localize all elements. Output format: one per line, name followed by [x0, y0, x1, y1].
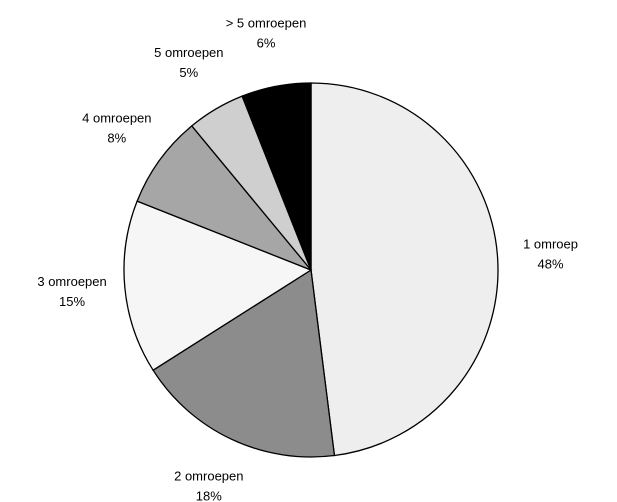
- slice-label: > 5 omroepen: [226, 16, 307, 31]
- slice-value-label: 5%: [179, 65, 198, 80]
- slice-label: 3 omroepen: [37, 274, 106, 289]
- pie-slice: [241, 82, 312, 271]
- slice-label: 4 omroepen: [82, 110, 151, 125]
- slice-label: 2 omroepen: [174, 469, 243, 484]
- slice-value-label: 15%: [59, 294, 85, 309]
- slice-value-label: 48%: [538, 256, 564, 271]
- pie-slice: [123, 200, 313, 372]
- slice-value-label: 6%: [257, 36, 276, 51]
- slice-value-label: 8%: [107, 130, 126, 145]
- slice-label: 5 omroepen: [154, 45, 223, 60]
- pie-slice: [136, 124, 312, 271]
- slice-value-label: 18%: [196, 489, 222, 502]
- slice-label: 1 omroep: [523, 236, 578, 251]
- pie-slice: [152, 268, 336, 458]
- pie-slice: [310, 82, 499, 457]
